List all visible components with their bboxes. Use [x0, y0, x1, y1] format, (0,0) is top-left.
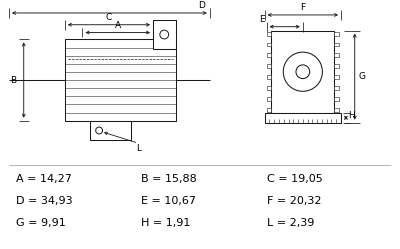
Bar — [65, 39, 176, 121]
Circle shape — [296, 65, 310, 79]
Text: L = 2,39: L = 2,39 — [266, 218, 314, 228]
Text: E = 10,67: E = 10,67 — [141, 196, 196, 206]
Text: A = 14,27: A = 14,27 — [16, 175, 72, 185]
Text: C = 19,05: C = 19,05 — [266, 175, 322, 185]
Bar — [334, 64, 339, 68]
Text: B = 15,88: B = 15,88 — [141, 175, 197, 185]
Text: H: H — [348, 111, 355, 120]
Circle shape — [160, 30, 169, 39]
Bar — [266, 43, 272, 46]
Text: D = 34,93: D = 34,93 — [16, 196, 72, 206]
Text: F: F — [300, 3, 305, 12]
Text: H = 1,91: H = 1,91 — [141, 218, 191, 228]
Bar — [334, 108, 339, 112]
Bar — [266, 108, 272, 112]
Bar — [334, 97, 339, 101]
Text: C: C — [106, 13, 112, 22]
Text: L: L — [136, 144, 141, 153]
Bar — [266, 75, 272, 79]
Bar — [265, 113, 341, 123]
Bar — [334, 75, 339, 79]
Text: A: A — [115, 21, 121, 30]
Bar — [334, 32, 339, 36]
Circle shape — [96, 127, 102, 134]
Bar — [334, 54, 339, 57]
Text: G = 9,91: G = 9,91 — [16, 218, 66, 228]
Circle shape — [283, 52, 322, 91]
Text: D: D — [198, 1, 205, 10]
Text: E: E — [259, 15, 265, 24]
Bar — [334, 43, 339, 46]
Text: B: B — [10, 75, 16, 85]
Bar — [266, 64, 272, 68]
Bar — [266, 54, 272, 57]
Bar — [266, 97, 272, 101]
Bar — [266, 86, 272, 90]
Bar — [272, 31, 334, 113]
Bar — [266, 32, 272, 36]
Bar — [334, 86, 339, 90]
Text: F = 20,32: F = 20,32 — [266, 196, 321, 206]
Bar — [90, 121, 132, 140]
Text: G: G — [359, 72, 366, 81]
Bar — [153, 20, 176, 49]
